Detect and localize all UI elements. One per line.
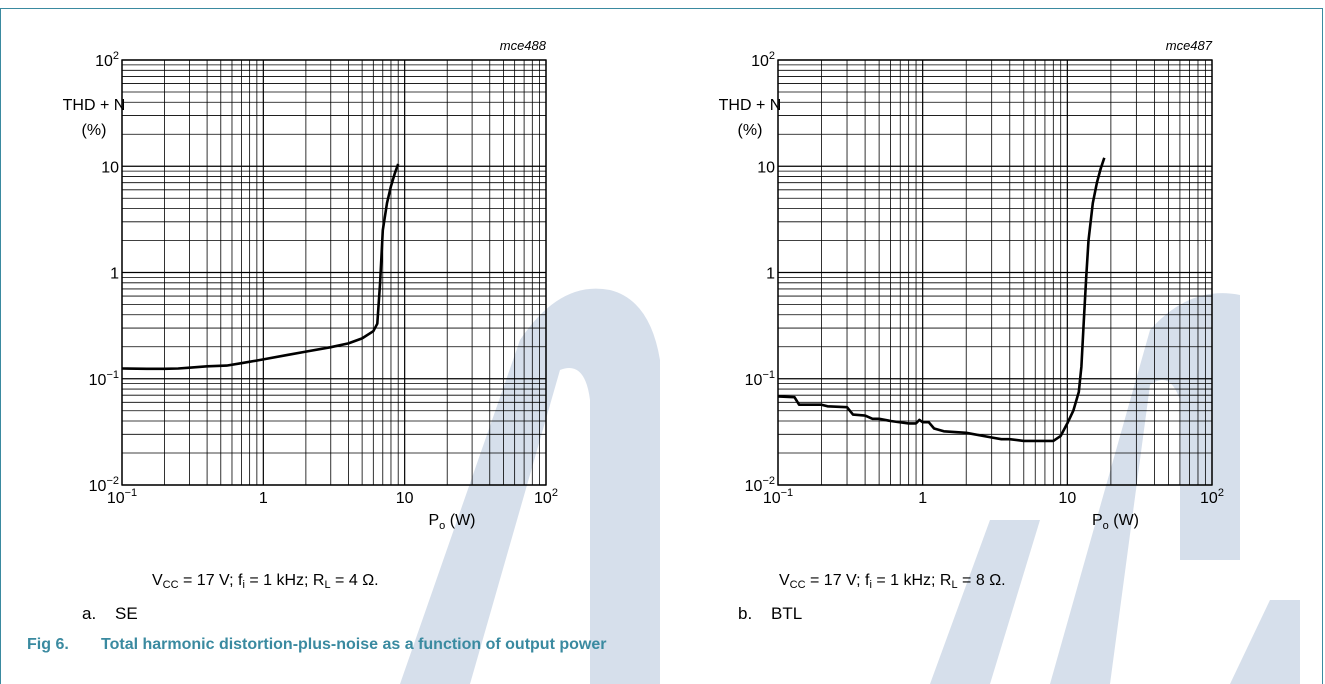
thd-curve bbox=[121, 163, 400, 371]
x-tick-label: 10 bbox=[396, 490, 414, 507]
y-tick-label: 102 bbox=[751, 50, 775, 70]
grid bbox=[777, 59, 1213, 486]
chart-code: mce488 bbox=[500, 38, 547, 53]
y-tick-label: 10−1 bbox=[89, 369, 119, 389]
y-tick-label: 10 bbox=[101, 159, 119, 176]
y-tick-label: 1 bbox=[110, 266, 119, 283]
x-tick-label: 102 bbox=[534, 487, 558, 507]
y-axis-unit: (%) bbox=[738, 122, 763, 139]
plot-border bbox=[777, 59, 1213, 486]
x-tick-label: 10 bbox=[1058, 490, 1076, 507]
sublabel-a: a. SE bbox=[82, 604, 138, 623]
plot-border bbox=[121, 59, 547, 486]
grid bbox=[121, 59, 547, 486]
x-tick-label: 1 bbox=[918, 490, 927, 507]
sublabel-b: b. BTL bbox=[738, 604, 803, 623]
y-tick-label: 102 bbox=[95, 50, 119, 70]
y-tick-label: 10−1 bbox=[745, 369, 775, 389]
chart-code: mce487 bbox=[1166, 38, 1213, 53]
figure-caption: Fig 6. Total harmonic distortion-plus-noi… bbox=[27, 636, 606, 654]
x-tick-label: 10−1 bbox=[107, 487, 137, 507]
figure-frame bbox=[0, 8, 1323, 684]
y-axis-label: THD + N bbox=[719, 97, 782, 114]
x-axis-label: Po (W) bbox=[1092, 512, 1139, 532]
y-axis-unit: (%) bbox=[82, 122, 107, 139]
y-tick-label: 10−2 bbox=[89, 475, 119, 495]
x-axis-label: Po (W) bbox=[429, 512, 476, 532]
y-tick-label: 1 bbox=[766, 266, 775, 283]
condition-b: VCC = 17 V; fi = 1 kHz; RL = 8 Ω. bbox=[779, 572, 1006, 591]
thd-curve bbox=[777, 157, 1106, 443]
x-tick-label: 10−1 bbox=[763, 487, 793, 507]
condition-a: VCC = 17 V; fi = 1 kHz; RL = 4 Ω. bbox=[152, 572, 379, 591]
x-tick-label: 1 bbox=[259, 490, 268, 507]
x-tick-label: 102 bbox=[1200, 487, 1224, 507]
y-tick-label: 10 bbox=[757, 159, 775, 176]
y-axis-label: THD + N bbox=[63, 97, 126, 114]
figure-title: Total harmonic distortion-plus-noise as … bbox=[101, 636, 607, 653]
figure-number: Fig 6. bbox=[27, 636, 69, 653]
y-tick-label: 10−2 bbox=[745, 475, 775, 495]
